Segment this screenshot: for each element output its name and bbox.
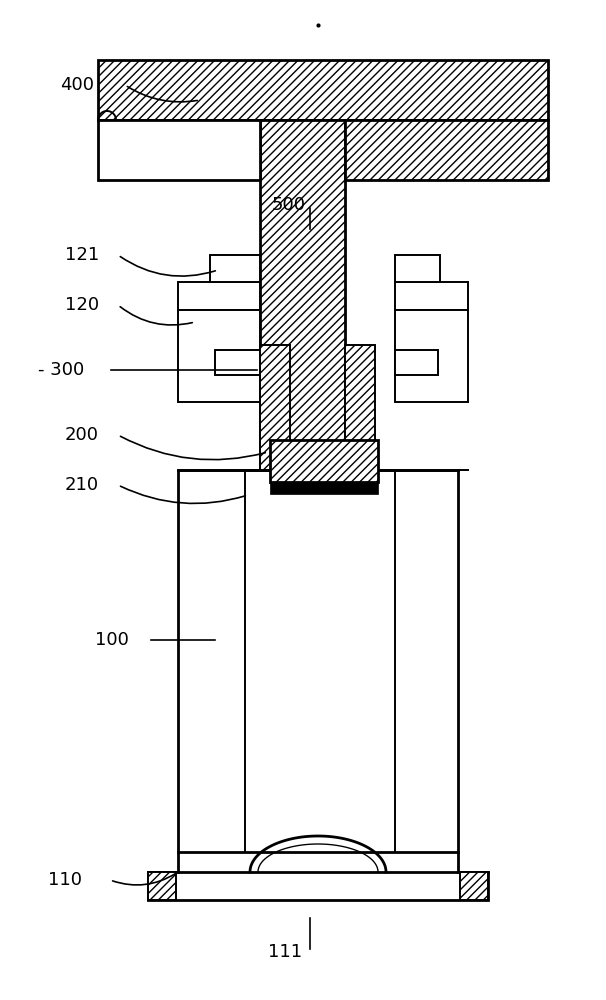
Bar — [395, 310, 468, 402]
Bar — [215, 350, 260, 375]
Bar — [345, 345, 375, 470]
Bar — [148, 872, 488, 900]
Bar — [178, 310, 260, 402]
Text: 121: 121 — [65, 246, 99, 264]
Bar — [210, 255, 260, 282]
Text: 100: 100 — [95, 631, 129, 649]
Bar — [270, 482, 378, 494]
Bar — [345, 120, 548, 180]
Text: 110: 110 — [48, 871, 82, 889]
Bar — [395, 282, 468, 310]
Bar — [270, 440, 378, 482]
Bar — [178, 282, 260, 310]
Text: 500: 500 — [272, 196, 306, 214]
Bar — [460, 872, 488, 900]
Text: 400: 400 — [60, 76, 94, 94]
Bar — [148, 872, 176, 900]
Text: 200: 200 — [65, 426, 99, 444]
Bar — [98, 60, 548, 120]
Text: 111: 111 — [268, 943, 302, 961]
Text: 120: 120 — [65, 296, 99, 314]
Bar — [260, 345, 290, 470]
Bar — [98, 120, 260, 180]
Bar — [395, 350, 438, 375]
Bar — [260, 120, 345, 470]
Bar — [178, 470, 458, 852]
Bar — [395, 255, 440, 282]
Text: 210: 210 — [65, 476, 99, 494]
Text: - 300: - 300 — [38, 361, 84, 379]
